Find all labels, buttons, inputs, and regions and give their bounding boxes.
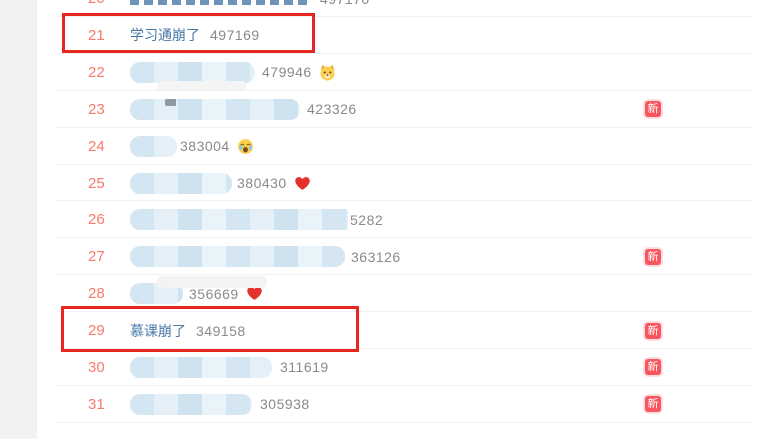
hot-search-row: 27 363126 新 [37, 238, 760, 276]
rank-number: 27 [88, 248, 105, 266]
blurred-topic-link[interactable] [130, 283, 183, 305]
rank-number: 20 [88, 0, 114, 7]
new-badge: 新 [645, 101, 661, 118]
topic-count: 423326 [307, 101, 357, 118]
highlight-box-rank-29 [61, 306, 359, 352]
topic-count: 305938 [260, 396, 310, 413]
blurred-topic-link[interactable] [130, 135, 177, 157]
new-badge: 新 [645, 359, 661, 376]
blurred-topic-link[interactable] [130, 356, 272, 378]
page-left-gutter [0, 0, 37, 439]
topic-count: 356669 [189, 285, 239, 302]
topic-link[interactable]: 慕课崩了 [130, 322, 186, 339]
rank-number: 30 [88, 358, 105, 376]
rank-number: 26 [88, 211, 105, 229]
hot-search-row: 24 383004 [37, 128, 760, 165]
blurred-topic-link[interactable] [130, 61, 255, 83]
rank-number: 28 [88, 285, 105, 303]
new-badge: 新 [645, 248, 661, 265]
heart-emoji-icon [246, 285, 263, 302]
new-badge: 新 [645, 322, 661, 339]
heart-emoji-icon [294, 175, 311, 192]
topic-count: 383004 [180, 138, 230, 155]
topic-count: 497169 [210, 27, 260, 44]
topic-link[interactable]: 学习通崩了 [130, 27, 200, 44]
hot-search-row: 28 356669 [37, 275, 760, 313]
dog-emoji-icon [319, 64, 336, 81]
hot-search-row: 31 305938 新 [37, 386, 760, 423]
topic-count-partial: 5282 [350, 211, 384, 228]
rank-number: 29 [88, 322, 105, 340]
blur-smudge [157, 80, 247, 91]
hot-search-row: 21 学习通崩了 497169 [37, 17, 760, 54]
hot-search-list: 20 497170 21 学习通崩了 497169 22 479946 [37, 0, 760, 423]
topic-count: 349158 [196, 322, 246, 339]
topic-count: 380430 [237, 175, 287, 191]
new-badge: 新 [645, 396, 661, 413]
hot-search-row: 29 慕课崩了 349158 新 [37, 312, 760, 349]
hot-search-row: 20 497170 [37, 0, 760, 17]
blur-smudge [157, 276, 267, 289]
hot-search-row: 23 423326 新 [37, 91, 760, 128]
rank-number: 31 [88, 395, 105, 413]
topic-count: 497170 [320, 0, 370, 7]
blur-artifact [165, 98, 176, 106]
blurred-topic-link[interactable] [130, 246, 345, 268]
topic-count: 363126 [351, 248, 401, 265]
topic-count: 311619 [280, 359, 329, 376]
blurred-topic-link[interactable] [130, 209, 348, 231]
topic-count: 479946 [262, 64, 312, 81]
rank-number: 23 [88, 100, 105, 118]
hot-search-row: 26 5282 [37, 201, 760, 239]
hot-search-row: 25 380430 [37, 165, 760, 202]
highlight-box-rank-21 [62, 13, 315, 53]
rank-number: 24 [88, 137, 105, 155]
rank-number: 25 [88, 174, 105, 192]
crying-emoji-icon [237, 138, 254, 155]
blurred-topic-link[interactable] [130, 172, 232, 194]
blurred-topic-link[interactable] [130, 98, 300, 120]
clipped-topic-link[interactable] [130, 0, 310, 5]
hot-search-row: 22 479946 [37, 54, 760, 91]
rank-number: 21 [88, 26, 105, 44]
rank-number: 22 [88, 63, 105, 81]
blurred-topic-link[interactable] [130, 393, 252, 415]
hot-search-row: 30 311619 新 [37, 349, 760, 386]
